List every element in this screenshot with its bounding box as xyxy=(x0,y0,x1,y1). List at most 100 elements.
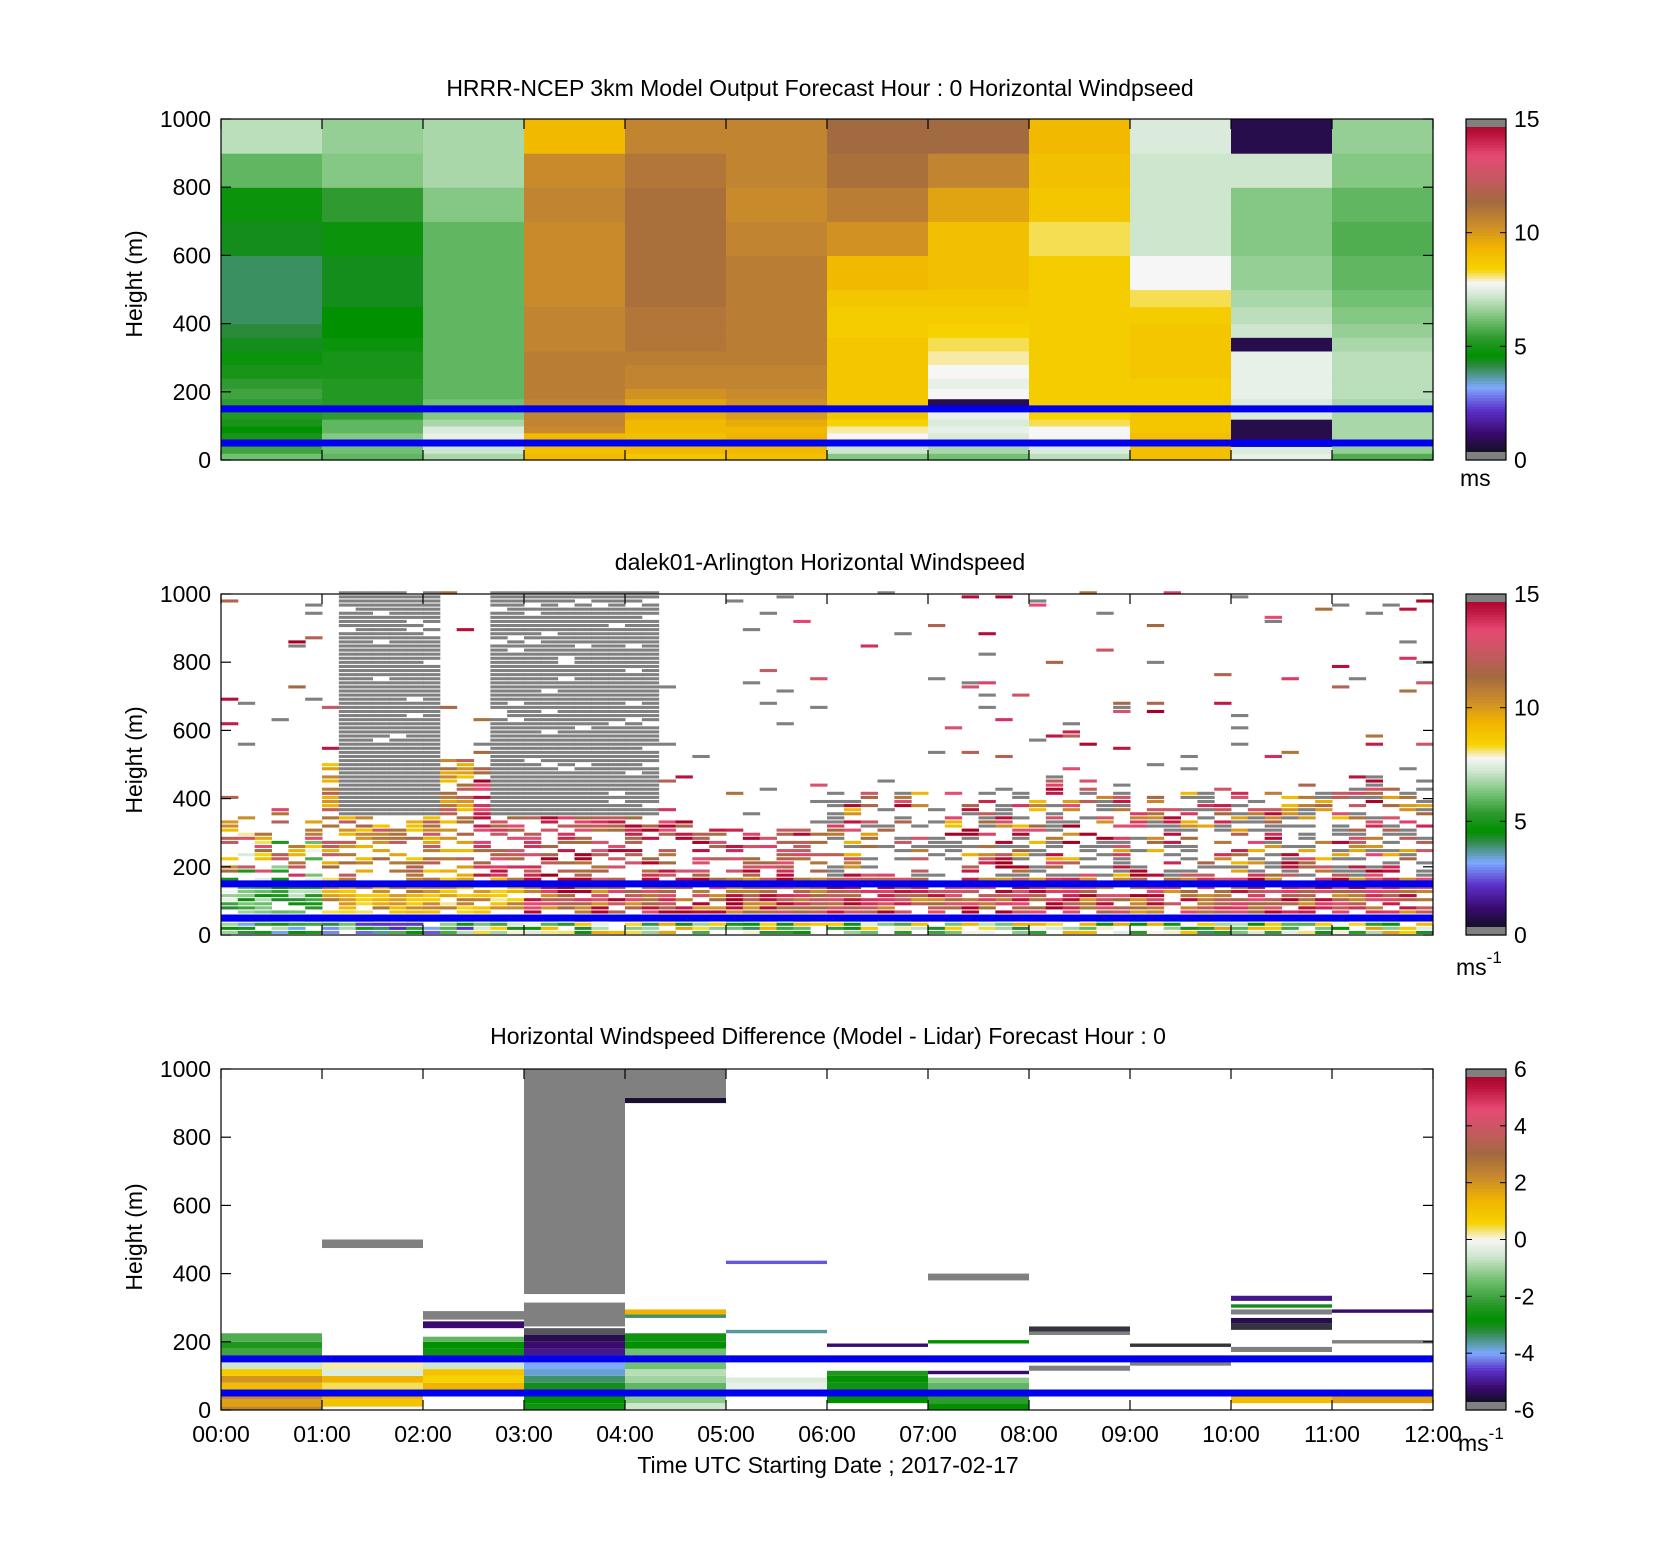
model-cell xyxy=(524,453,626,461)
lidar-cell xyxy=(305,889,323,894)
lidar-cell xyxy=(507,865,525,869)
lidar-cell xyxy=(961,910,979,914)
lidar-cell xyxy=(574,632,592,636)
lidar-cell xyxy=(338,705,357,709)
lidar-cell xyxy=(1113,865,1131,869)
lidar-cell xyxy=(338,898,357,902)
lidar-cell xyxy=(557,775,575,779)
lidar-cell xyxy=(439,779,458,783)
lidar-cell xyxy=(389,709,407,714)
lidar-cell xyxy=(1348,869,1367,873)
lidar-cell xyxy=(507,816,525,820)
lidar-cell xyxy=(625,759,643,763)
lidar-cell xyxy=(490,689,508,693)
lidar-cell xyxy=(608,660,626,664)
lidar-cell xyxy=(658,832,676,836)
lidar-cell xyxy=(372,669,390,673)
lidar-cell xyxy=(423,877,441,881)
lidar-cell xyxy=(1045,857,1064,861)
lidar-cell xyxy=(591,894,609,898)
lidar-cell xyxy=(709,857,727,861)
model-cell xyxy=(726,425,828,434)
lidar-cell xyxy=(524,701,542,705)
lidar-cell xyxy=(406,632,424,636)
lidar-cell xyxy=(1146,836,1165,840)
colorbar-segment xyxy=(1466,1111,1506,1116)
lidar-cell xyxy=(810,840,828,844)
lidar-cell xyxy=(726,910,744,914)
lidar-cell xyxy=(827,910,845,914)
lidar-cell xyxy=(625,632,643,636)
lidar-cell xyxy=(1231,795,1249,799)
lidar-cell xyxy=(1096,894,1114,898)
lidar-cell xyxy=(692,832,710,836)
lidar-cell xyxy=(355,619,373,623)
lidar-cell xyxy=(928,926,946,930)
lidar-cell xyxy=(372,791,390,795)
lidar-cell xyxy=(557,771,575,775)
lidar-cell xyxy=(591,730,609,734)
lidar-cell xyxy=(608,763,626,767)
lidar-cell xyxy=(1214,787,1232,791)
lidar-cell xyxy=(574,591,592,595)
lidar-cell xyxy=(1348,849,1367,853)
lidar-cell xyxy=(625,898,643,902)
lidar-cell xyxy=(423,648,441,652)
model-cell xyxy=(827,323,929,338)
model-cell xyxy=(1029,388,1131,400)
lidar-cell xyxy=(1180,906,1198,910)
lidar-cell xyxy=(591,771,609,775)
lidar-cell xyxy=(372,656,390,660)
colorbar-segment xyxy=(1466,699,1506,703)
lidar-cell xyxy=(877,885,895,889)
lidar-cell xyxy=(894,795,912,799)
model-cell xyxy=(726,446,828,454)
lidar-cell xyxy=(406,898,424,902)
colorbar-segment xyxy=(1466,753,1506,757)
lidar-cell xyxy=(1062,767,1080,771)
model-cell xyxy=(726,408,828,420)
lidar-cell xyxy=(1180,767,1198,771)
lidar-cell xyxy=(591,652,609,656)
model-cell xyxy=(1332,187,1434,222)
lidar-cell xyxy=(1382,795,1400,799)
lidar-cell xyxy=(423,816,441,820)
lidar-cell xyxy=(406,885,424,889)
model-cell xyxy=(423,388,525,400)
lidar-cell xyxy=(625,595,643,599)
lidar-cell xyxy=(389,869,407,873)
lidar-cell xyxy=(490,877,508,881)
lidar-cell xyxy=(810,861,828,865)
lidar-cell xyxy=(524,906,542,910)
lidar-cell xyxy=(439,828,458,832)
lidar-cell xyxy=(557,779,575,783)
model-cell xyxy=(625,337,727,352)
model-cell xyxy=(221,378,323,389)
lidar-cell xyxy=(456,799,474,804)
lidar-cell xyxy=(742,910,761,914)
colorbar-segment xyxy=(1466,326,1506,330)
colorbar-segment xyxy=(1466,1282,1506,1286)
lidar-cell xyxy=(995,816,1013,820)
lidar-cell xyxy=(473,894,491,898)
lidar-cell xyxy=(423,603,441,607)
lidar-cell xyxy=(540,685,559,689)
lidar-cell xyxy=(574,902,592,906)
model-cell xyxy=(1130,153,1232,188)
lidar-cell xyxy=(355,611,373,615)
lidar-cell xyxy=(1231,804,1249,808)
lidar-cell xyxy=(355,791,373,795)
lidar-cell xyxy=(456,816,474,820)
colorbar-segment xyxy=(1466,130,1506,134)
lidar-cell xyxy=(423,669,441,673)
lidar-cell xyxy=(978,861,996,865)
lidar-cell xyxy=(1130,820,1148,824)
lidar-cell xyxy=(540,787,559,791)
x-tick-label: 08:00 xyxy=(1000,1421,1058,1447)
lidar-cell xyxy=(1382,910,1400,914)
lidar-cell xyxy=(911,877,929,881)
lidar-cell xyxy=(540,930,559,934)
lidar-cell xyxy=(978,885,996,889)
lidar-cell xyxy=(608,930,626,934)
lidar-cell xyxy=(490,771,508,775)
